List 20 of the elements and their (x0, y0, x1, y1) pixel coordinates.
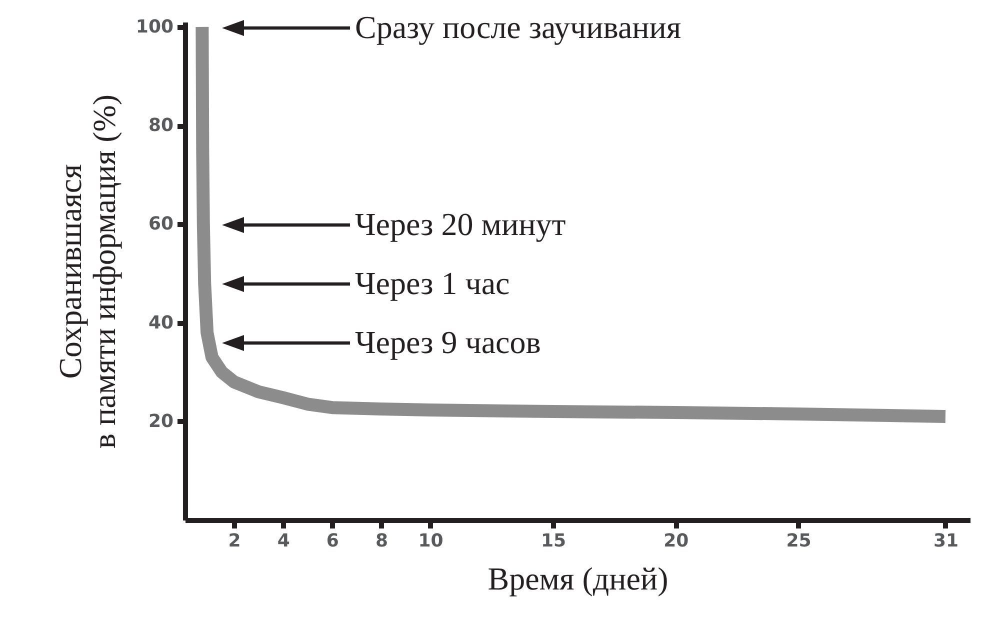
x-tick-label: 6 (326, 530, 339, 552)
x-tick-label: 20 (664, 530, 689, 552)
y-tick-label: 60 (148, 214, 174, 235)
x-tick-label: 10 (418, 530, 444, 552)
x-tick-label: 2 (228, 530, 241, 552)
x-tick-label: 25 (786, 530, 812, 552)
annotation: Через 9 часов (355, 324, 541, 360)
x-tick-label: 8 (375, 530, 388, 552)
y-tick-label: 80 (148, 115, 174, 136)
y-axis-title: Сохранившаяся в памяти информация (%) (52, 94, 122, 449)
x-axis-title: Время (дней) (488, 560, 668, 596)
annotation: Сразу после заучивания (355, 9, 682, 45)
y-tick-label: 20 (148, 410, 174, 432)
x-tick-label: 15 (540, 530, 566, 552)
y-tick-label: 100 (136, 16, 174, 38)
annotation: Через 1 час (355, 265, 510, 301)
x-tick-label: 31 (933, 530, 958, 552)
y-tick-label: 40 (148, 312, 174, 334)
x-tick-label: 4 (277, 530, 290, 552)
annotation: Через 20 минут (355, 206, 566, 242)
